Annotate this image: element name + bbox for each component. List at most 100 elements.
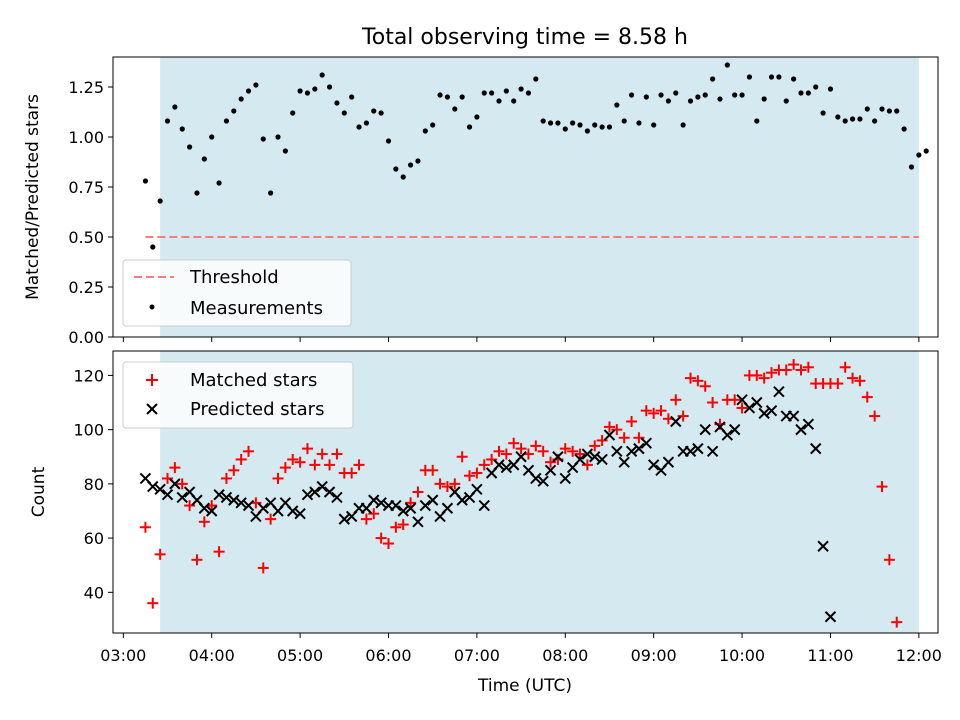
measurement-point (363, 120, 369, 126)
measurement-point (452, 106, 458, 112)
predicted-point (662, 456, 675, 468)
measurement-point (864, 106, 870, 112)
matched-point (162, 472, 174, 484)
predicted-point (309, 486, 321, 498)
x-tick-label: 03:00 (100, 646, 146, 665)
measurement-point (150, 244, 156, 250)
measurement-point (651, 122, 657, 128)
x-tick-label: 12:00 (896, 646, 942, 665)
matched-point (883, 554, 895, 566)
measurement-point (665, 98, 672, 104)
measurement-point (437, 92, 443, 98)
matched-point (891, 616, 903, 628)
top-legend-box (122, 259, 352, 327)
measurement-point (157, 198, 163, 204)
matched-point (515, 443, 527, 455)
predicted-point (721, 429, 734, 441)
measurement-point (592, 122, 598, 128)
measurement-point (761, 96, 767, 102)
matched-point (581, 459, 593, 471)
predicted-point (257, 502, 269, 514)
measurement-point (290, 110, 296, 116)
predicted-point (758, 407, 770, 420)
predicted-point (213, 489, 225, 501)
matched-point (434, 478, 446, 490)
matched-point (368, 508, 380, 520)
measurement-point (378, 110, 384, 116)
matched-point (257, 562, 269, 574)
predicted-point (368, 494, 380, 506)
matched-point (316, 448, 328, 460)
matched-point (559, 443, 571, 455)
measurements-series (142, 62, 929, 250)
matched-point (147, 597, 159, 609)
matched-legend-label: Matched stars (190, 370, 317, 391)
measurement-point (798, 90, 804, 96)
measurement-point (540, 118, 546, 124)
y-tick-label: 1.00 (68, 128, 104, 147)
measurement-point (805, 90, 811, 96)
matched-point (729, 394, 741, 406)
matched-point (220, 472, 232, 484)
matched-point (493, 445, 505, 457)
matched-point (677, 410, 689, 422)
measurement-point (481, 90, 487, 96)
y-tick-label: 40 (84, 583, 104, 602)
predicted-point (338, 513, 351, 525)
matched-point (486, 453, 498, 465)
measurement-point (901, 126, 907, 132)
measurement-point (562, 126, 568, 132)
measurement-point (238, 96, 244, 102)
matched-point (184, 500, 196, 512)
y-tick-label: 120 (73, 366, 104, 385)
x-tick-label: 09:00 (631, 646, 677, 665)
matched-point (198, 516, 210, 528)
matched-point (139, 521, 151, 533)
matched-point (169, 462, 181, 474)
measurement-point (312, 86, 318, 92)
matched-point (213, 546, 225, 558)
predicted-point (169, 478, 181, 490)
y-tick-label: 60 (84, 529, 104, 548)
matched-point (346, 467, 358, 479)
matched-point (736, 402, 748, 414)
measurement-point (835, 114, 841, 120)
matched-point (633, 432, 645, 444)
top-legend: Threshold Measurements (122, 259, 352, 327)
matched-point (839, 361, 851, 373)
predicted-point (154, 483, 166, 495)
measurement-point (599, 124, 605, 130)
matched-point (464, 470, 476, 482)
predicted-point (301, 489, 314, 501)
predicted-point (397, 505, 409, 517)
predicted-point (581, 448, 594, 460)
predicted-point (603, 429, 616, 441)
predicted-point (390, 499, 402, 512)
measurement-point (658, 92, 664, 98)
predicted-point (412, 516, 424, 528)
x-tick-label: 10:00 (719, 646, 765, 665)
measurement-point (231, 108, 237, 114)
chart-title: Total observing time = 8.58 h (361, 25, 688, 50)
matched-point (228, 464, 240, 476)
predicted-stars-series (139, 385, 837, 623)
predicted-point (787, 410, 800, 422)
measurement-point (577, 122, 583, 128)
measurement-point (422, 128, 428, 134)
predicted-point (456, 494, 468, 506)
predicted-point (596, 453, 608, 466)
matched-point (530, 440, 542, 452)
matched-point (751, 369, 763, 381)
measurement-point (783, 98, 789, 104)
matched-point (154, 548, 166, 560)
matched-point (191, 554, 203, 566)
measurement-point (282, 148, 288, 154)
measurement-point (194, 190, 200, 196)
predicted-point (441, 502, 454, 514)
measurement-point (371, 108, 377, 114)
matched-point (441, 481, 453, 493)
predicted-point (537, 475, 549, 487)
matched-point (574, 448, 586, 460)
measurement-point (142, 178, 149, 184)
